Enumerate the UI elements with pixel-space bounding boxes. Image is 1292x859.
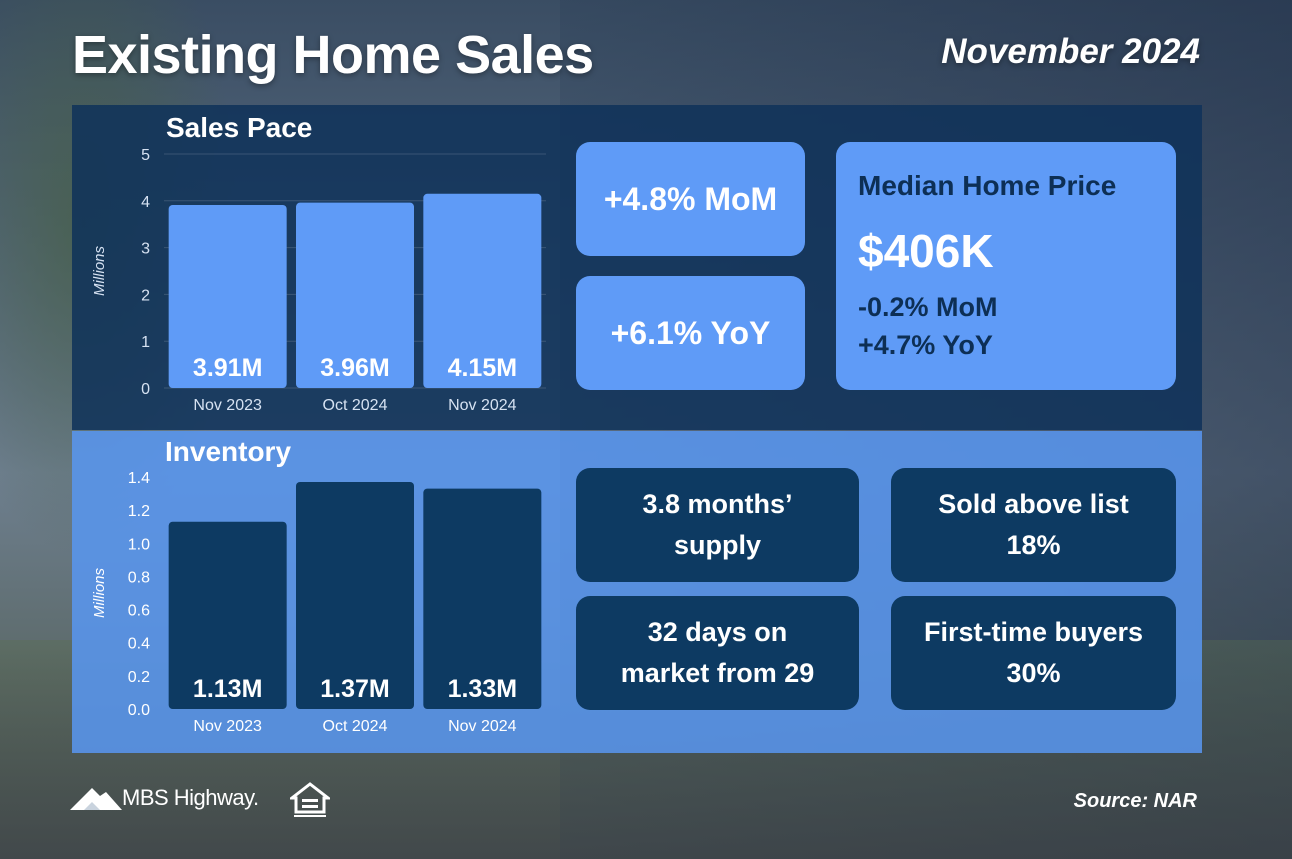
bar-value-label: 3.96M <box>320 354 389 382</box>
y-tick-label: 1.4 <box>128 470 150 487</box>
report-date: November 2024 <box>941 32 1200 71</box>
x-category-label: Nov 2024 <box>448 718 517 735</box>
inventory-chart: 0.0 0.2 0.4 0.6 0.8 1.0 1.2 1.4 Millions 1.13M Nov… <box>91 470 542 735</box>
y-tick-label: 2 <box>141 287 150 304</box>
bar <box>423 193 542 388</box>
equal-housing-opportunity-icon <box>290 782 330 817</box>
sales-mom-value: +4.8% MoM <box>603 180 778 217</box>
mbs-highway-logo-icon <box>70 788 122 810</box>
x-category-label: Oct 2024 <box>323 718 388 735</box>
mbs-highway-brand: MBS Highway. <box>122 785 259 810</box>
x-category-label: Nov 2023 <box>193 718 262 735</box>
x-category-label: Nov 2023 <box>193 397 262 414</box>
y-tick-label: 1.0 <box>128 536 150 553</box>
sold-above-list-value: 18% <box>1006 530 1061 560</box>
months-supply-card: 3.8 months’ supply <box>576 468 859 582</box>
bar-value-label: 1.33M <box>448 675 517 703</box>
y-tick-label: 4 <box>141 194 150 211</box>
sales-pace-title: Sales Pace <box>166 112 313 143</box>
y-tick-label: 0.4 <box>128 636 150 653</box>
sold-above-list-title: Sold above list <box>938 489 1129 519</box>
inventory-title: Inventory <box>165 436 292 467</box>
bar-value-label: 1.37M <box>320 675 389 703</box>
x-category-label: Oct 2024 <box>323 397 388 414</box>
median-price-value: $406K <box>858 225 994 277</box>
sales-yoy-card: +6.1% YoY <box>576 276 805 390</box>
bar <box>296 481 414 709</box>
sales-yoy-value: +6.1% YoY <box>610 314 771 351</box>
y-tick-label: 0.0 <box>128 702 150 719</box>
bar <box>168 205 287 388</box>
sales-mom-card: +4.8% MoM <box>576 142 805 256</box>
days-on-market-line1: 32 days on <box>647 617 788 647</box>
median-price-mom: -0.2% MoM <box>858 292 998 322</box>
bar-value-label: 1.13M <box>193 675 262 703</box>
page-title: Existing Home Sales <box>72 25 594 85</box>
bar <box>296 202 414 388</box>
first-time-buyers-card: First-time buyers 30% <box>891 596 1176 710</box>
y-tick-label: 5 <box>141 147 150 164</box>
x-category-label: Nov 2024 <box>448 397 517 414</box>
y-tick-label: 1 <box>141 334 150 351</box>
mbs-highway-logo: MBS Highway. <box>70 784 259 812</box>
months-supply-line2: supply <box>673 530 761 560</box>
y-tick-label: 0 <box>141 381 150 398</box>
y-axis-label: Millions <box>91 245 108 296</box>
sales-pace-chart: 0 1 2 3 4 5 Millions 3.91M Nov 2023 3.96M Oct 2024… <box>91 147 546 414</box>
bar <box>423 488 542 709</box>
days-on-market-line2: market from 29 <box>620 658 815 688</box>
median-price-card: Median Home Price $406K -0.2% MoM +4.7% … <box>836 142 1176 390</box>
sold-above-list-card: Sold above list 18% <box>891 468 1176 582</box>
y-tick-label: 0.8 <box>128 569 150 586</box>
median-price-yoy: +4.7% YoY <box>858 330 993 360</box>
y-tick-label: 0.2 <box>128 669 150 686</box>
y-tick-label: 3 <box>141 241 150 258</box>
source-note: Source: NAR <box>1073 790 1197 812</box>
first-time-buyers-value: 30% <box>1006 658 1061 688</box>
bar-value-label: 3.91M <box>193 354 262 382</box>
days-on-market-card: 32 days on market from 29 <box>576 596 859 710</box>
y-axis-label: Millions <box>91 567 108 618</box>
bar-value-label: 4.15M <box>448 354 517 382</box>
first-time-buyers-title: First-time buyers <box>923 617 1144 647</box>
y-tick-label: 0.6 <box>128 603 150 620</box>
months-supply-line1: 3.8 months’ <box>642 489 793 519</box>
median-price-title: Median Home Price <box>858 170 1117 201</box>
y-tick-label: 1.2 <box>128 503 150 520</box>
bar <box>168 521 287 709</box>
